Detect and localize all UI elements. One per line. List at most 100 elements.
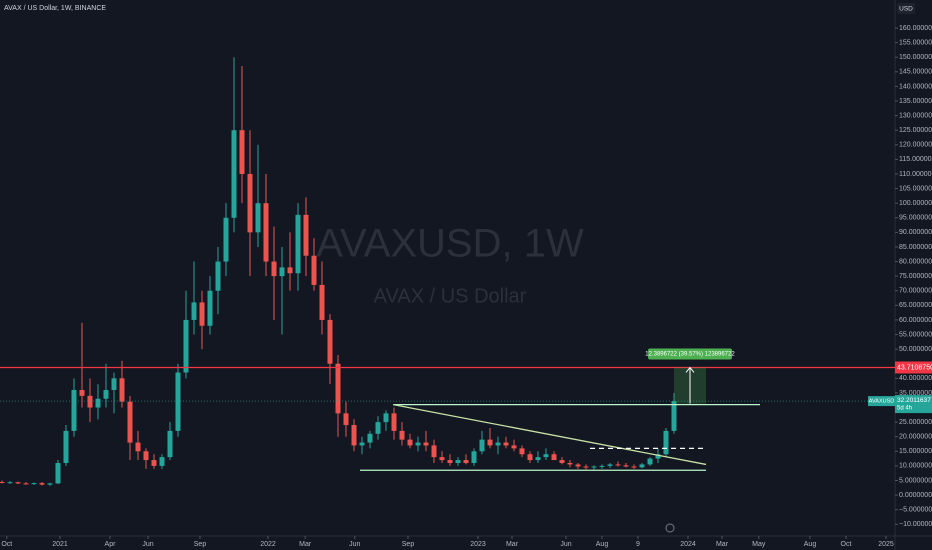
x-tick-label: 2024 xyxy=(680,541,696,548)
candle-body xyxy=(191,302,197,320)
candle-body xyxy=(303,214,309,256)
candle-body xyxy=(407,439,413,446)
candle-body xyxy=(559,460,565,463)
candle-body xyxy=(335,363,341,414)
watermark-group: AVAXUSD, 1W AVAX / US Dollar xyxy=(316,222,584,308)
y-tick-label: 130.0000000 xyxy=(899,112,932,119)
candle-body xyxy=(631,466,637,468)
candle-body xyxy=(79,389,85,396)
y-tick-label: 125.0000000 xyxy=(899,127,932,134)
candle-body xyxy=(71,389,77,431)
y-tick-label: 95.0000000 xyxy=(899,215,932,222)
candle-body xyxy=(575,464,581,467)
currency-box xyxy=(897,3,915,14)
measure-label: 12.3896722 (39.57%) 123896722 xyxy=(645,352,735,358)
candle-body xyxy=(511,445,517,449)
plot xyxy=(0,57,677,486)
y-tick-label: 90.0000000 xyxy=(899,229,932,236)
y-tick-label: 35.0000000 xyxy=(899,390,932,397)
level-tag-label: 43.7108750 xyxy=(897,364,932,371)
candle-body xyxy=(295,214,301,274)
candle-body xyxy=(607,464,613,466)
y-tick-label: 145.0000000 xyxy=(899,69,932,76)
y-tick-label: 150.0000000 xyxy=(899,54,932,61)
y-tick-label: 85.0000000 xyxy=(899,244,932,251)
candle-body xyxy=(599,465,605,467)
candle-body xyxy=(223,217,229,262)
candle-body xyxy=(143,451,149,461)
candle-body xyxy=(639,464,645,468)
candle-body xyxy=(95,398,101,408)
candle-body xyxy=(455,460,461,463)
candle-body xyxy=(343,413,349,426)
measure-arrow-head xyxy=(685,366,695,373)
x-tick-label: May xyxy=(752,541,766,548)
y-tick-label: 75.0000000 xyxy=(899,273,932,280)
y-tick-label: −5.0000000 xyxy=(899,507,932,514)
symbol-tag xyxy=(868,396,895,407)
y-tick-label: 155.0000000 xyxy=(899,39,932,46)
x-tick-label: 2023 xyxy=(470,541,486,548)
x-tick-label: Jun xyxy=(142,541,153,548)
candle-body xyxy=(271,261,277,277)
x-tick-label: Jun xyxy=(349,541,360,548)
candle-body xyxy=(175,372,181,431)
measure-label-box xyxy=(648,348,732,360)
y-tick-label: 50.0000000 xyxy=(899,346,932,353)
candle-body xyxy=(287,267,293,274)
candle-body xyxy=(207,290,213,326)
candle-body xyxy=(655,454,661,459)
y-tick-label: 65.0000000 xyxy=(899,302,932,309)
candle-body xyxy=(87,395,93,408)
candle-body xyxy=(199,302,205,326)
x-tick-label: Mar xyxy=(506,541,519,548)
candle-body xyxy=(567,462,573,465)
candle-body xyxy=(463,460,469,463)
candle-body xyxy=(543,454,549,458)
candle-body xyxy=(623,465,629,467)
trend-line xyxy=(393,403,707,466)
y-tick-label: 135.0000000 xyxy=(899,98,932,105)
candle-body xyxy=(487,439,493,446)
candle-body xyxy=(447,460,453,463)
candle-body xyxy=(135,442,141,452)
candle-body xyxy=(127,401,133,443)
candle-body xyxy=(383,413,389,423)
candle-body xyxy=(319,284,325,320)
chart-title: AVAX / US Dollar, 1W, BINANCE xyxy=(4,5,106,12)
y-tick-label: 70.0000000 xyxy=(899,288,932,295)
candle-body xyxy=(583,466,589,468)
countdown-label: 5d 4h xyxy=(897,406,912,412)
x-tick-label: 9 xyxy=(636,541,640,548)
candle-body xyxy=(551,454,557,461)
candle-body xyxy=(239,130,245,174)
candle-body xyxy=(15,482,21,484)
candle-body xyxy=(431,445,437,458)
x-tick-label: Jun xyxy=(560,541,571,548)
candle-body xyxy=(247,173,253,233)
candle-body xyxy=(535,457,541,461)
timezone-icon[interactable] xyxy=(665,523,675,533)
watermark-subtitle: AVAX / US Dollar xyxy=(374,285,527,307)
candle-body xyxy=(0,481,5,483)
candle-body xyxy=(471,451,477,463)
x-tick-label: 2025 xyxy=(878,541,894,548)
candle-body xyxy=(31,483,37,485)
watermark: AVAXUSD, 1W xyxy=(316,222,584,266)
candle-body xyxy=(423,442,429,446)
x-tick-label: 2022 xyxy=(260,541,276,548)
y-tick-label: 140.0000000 xyxy=(899,83,932,90)
y-tick-label: 115.0000000 xyxy=(899,156,932,163)
candle-body xyxy=(231,130,237,218)
candle-body xyxy=(495,442,501,446)
candle-body xyxy=(151,460,157,466)
y-tick-label: 100.0000000 xyxy=(899,200,932,207)
x-tick-label: Oct xyxy=(1,541,12,548)
y-tick-label: 15.0000000 xyxy=(899,448,932,455)
candle-body xyxy=(255,203,261,233)
candle-body xyxy=(663,430,669,455)
x-tick-label: Apr xyxy=(105,541,117,548)
candle-body xyxy=(671,401,677,431)
